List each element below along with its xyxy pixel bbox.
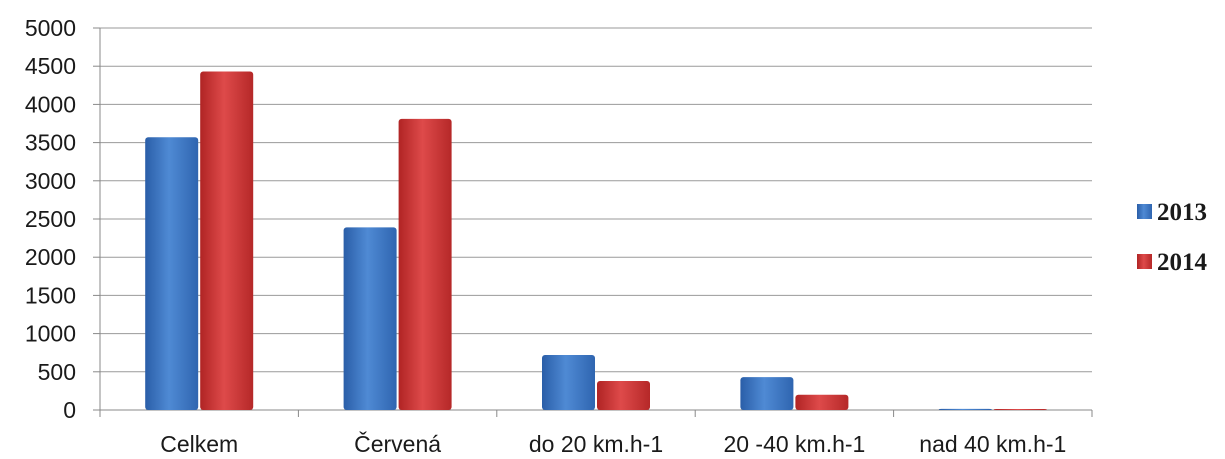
bar-2013-4 <box>938 408 992 410</box>
bar-2013-3 <box>740 377 794 410</box>
y-tick-label: 500 <box>38 359 76 385</box>
legend-label-2014: 2014 <box>1157 249 1208 276</box>
bar-2014-0 <box>200 71 254 410</box>
y-tick-label: 5000 <box>25 15 76 41</box>
x-tick-label: do 20 km.h-1 <box>529 431 663 457</box>
x-tick-label: nad 40 km.h-1 <box>919 431 1066 457</box>
bar-2013-2 <box>542 354 595 410</box>
y-tick-label: 1000 <box>25 321 76 347</box>
y-axis-tick-labels: 0 500 1000 1500 2000 2500 3000 3500 4000 4500 5000 <box>25 15 76 423</box>
bars <box>145 71 1047 410</box>
bar-2013-0 <box>145 137 199 410</box>
y-tick-label: 0 <box>63 397 76 423</box>
bar-2013-1 <box>343 227 397 410</box>
x-axis-tick-labels: Celkem Červená do 20 km.h-1 20 -40 km.h-1 na… <box>160 430 1066 457</box>
axes <box>99 28 1093 417</box>
y-tick-label: 1500 <box>25 282 76 308</box>
y-tick-label: 2000 <box>25 244 76 270</box>
y-tick-label: 3000 <box>25 168 76 194</box>
bar-2014-1 <box>398 118 452 410</box>
bar-2014-3 <box>795 394 849 410</box>
y-tick-label: 4500 <box>25 53 76 79</box>
y-tick-label: 3500 <box>25 130 76 156</box>
x-tick-label: Červená <box>354 430 441 457</box>
legend-label-2013: 2013 <box>1157 199 1207 226</box>
y-tick-label: 2500 <box>25 206 76 232</box>
bar-2014-2 <box>597 380 650 410</box>
bar-2014-4 <box>993 409 1047 410</box>
x-tick-label: Celkem <box>160 431 238 457</box>
legend: 2013 2014 <box>1137 199 1208 276</box>
legend-swatch-2013 <box>1137 204 1152 219</box>
gridlines <box>93 27 1092 411</box>
legend-swatch-2014 <box>1137 254 1152 269</box>
x-tick-label: 20 -40 km.h-1 <box>723 431 865 457</box>
y-tick-label: 4000 <box>25 91 76 117</box>
